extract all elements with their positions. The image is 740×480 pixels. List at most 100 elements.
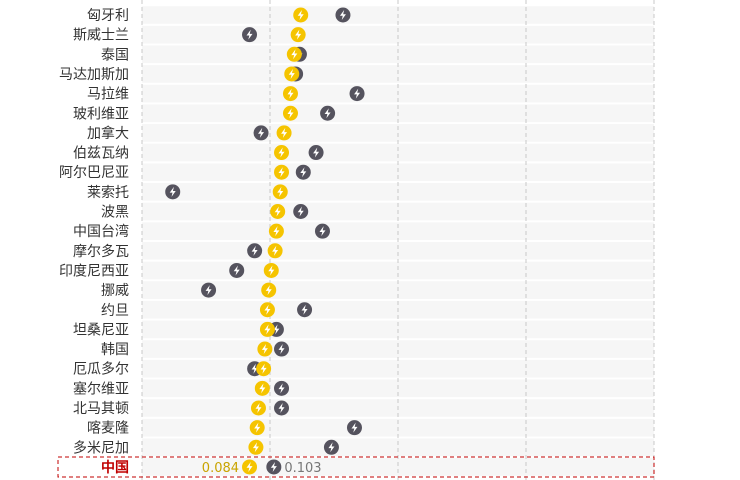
category-label: 厄瓜多尔 [73, 361, 129, 378]
series-b-point [165, 184, 181, 200]
category-label: 阿尔巴尼亚 [59, 165, 129, 181]
series-b-point [274, 341, 290, 357]
row-background [142, 340, 654, 358]
lightning-bolt-icon [274, 206, 281, 217]
lightning-bolt-icon [268, 265, 275, 276]
lightning-bolt-icon [301, 304, 308, 315]
lightning-bolt-icon [264, 304, 271, 315]
series-b-point [323, 439, 339, 455]
lightning-bolt-icon [205, 285, 212, 296]
category-label: 斯威士兰 [73, 28, 129, 44]
series-a-point [256, 361, 272, 377]
lightning-bolt-icon [259, 383, 266, 394]
series-b-point [308, 145, 324, 161]
lightning-bolt-icon [260, 363, 267, 374]
series-a-point [282, 105, 298, 121]
series-a-point [274, 164, 290, 180]
lightning-bolt-icon [354, 88, 361, 99]
series-b-point [335, 7, 351, 23]
data-label-a: 0.084 [202, 461, 239, 476]
series-b-point [293, 204, 309, 219]
category-label: 喀麦隆 [87, 421, 129, 437]
lightning-bolt-icon [351, 422, 358, 433]
lightning-bolt-icon [297, 206, 304, 217]
row-background [142, 143, 654, 162]
series-a-point [270, 204, 286, 219]
category-label: 坦桑尼亚 [73, 322, 129, 338]
series-a-point [261, 282, 277, 298]
series-a-point [274, 145, 290, 161]
lightning-bolt-icon [295, 29, 302, 40]
lightning-bolt-icon [252, 442, 259, 453]
highlight-box [57, 456, 655, 478]
series-b-point [295, 164, 311, 180]
series-b-point [266, 459, 282, 475]
lightning-bolt-icon [278, 167, 285, 178]
category-label: 莱索托 [87, 184, 129, 201]
series-b-point [274, 400, 290, 416]
category-label: 加拿大 [87, 125, 129, 142]
series-a-point [254, 380, 270, 396]
category-label: 中国 [101, 459, 129, 476]
lightning-bolt-icon [233, 265, 240, 276]
lightning-bolt-icon [272, 245, 279, 256]
lightning-bolt-icon [246, 29, 253, 40]
series-b-point [274, 380, 290, 396]
series-a-point [263, 262, 279, 278]
category-label: 中国台湾 [73, 223, 129, 240]
lightning-bolt-icon [258, 127, 265, 138]
series-a-point [250, 400, 266, 416]
series-a-point [257, 341, 273, 357]
lightning-bolt-icon [270, 461, 277, 472]
lightning-bolt-icon [313, 147, 320, 158]
row-background [142, 45, 654, 64]
category-label: 约旦 [101, 303, 129, 319]
series-a-point [242, 459, 258, 475]
series-b-point [314, 223, 330, 239]
lightning-bolt-icon [254, 422, 261, 433]
lightning-bolt-icon [278, 147, 285, 158]
category-label: 玻利维亚 [73, 106, 129, 122]
series-a-point [249, 420, 265, 436]
series-a-point [290, 27, 306, 43]
series-b-point [349, 86, 365, 102]
series-a-point [284, 66, 300, 82]
category-label: 北马其顿 [73, 401, 129, 417]
lightning-bolt-icon [297, 10, 304, 20]
series-a-point [286, 46, 302, 62]
series-b-point [229, 262, 245, 278]
lightning-bolt-icon [169, 186, 176, 197]
category-label: 伯兹瓦纳 [73, 146, 129, 162]
series-a-point [293, 7, 309, 23]
lightning-bolt-icon [251, 363, 258, 374]
category-label: 韩国 [101, 342, 129, 358]
series-a-point [248, 439, 264, 455]
series-a-point [276, 125, 292, 141]
series-b-point [253, 125, 269, 141]
category-label: 摩尔多瓦 [73, 243, 129, 260]
series-a-point [268, 223, 284, 239]
lightning-bolt-icon [291, 49, 298, 60]
category-label: 马达加斯加 [59, 67, 129, 83]
lightning-bolt-icon [287, 108, 294, 119]
series-b-point [201, 282, 217, 298]
row-background [142, 241, 654, 260]
category-label: 波黑 [101, 205, 129, 221]
series-b-point [320, 105, 336, 121]
lightning-bolt-icon [265, 285, 272, 296]
lightning-bolt-icon [273, 324, 280, 335]
category-label: 塞尔维亚 [73, 380, 129, 397]
lightning-bolt-icon [281, 127, 288, 138]
lightning-bolt-icon [246, 461, 253, 472]
lightning-bolt-icon [328, 442, 335, 453]
category-label: 马拉维 [87, 87, 129, 103]
lightning-bolt-icon [273, 226, 280, 237]
lightning-bolt-icon [264, 324, 271, 335]
series-b-point [242, 27, 258, 43]
series-b-point [297, 302, 313, 318]
lightning-bolt-icon [324, 108, 331, 119]
lightning-bolt-icon [251, 245, 258, 256]
series-a-point [259, 302, 275, 318]
category-label: 多米尼加 [73, 439, 129, 456]
